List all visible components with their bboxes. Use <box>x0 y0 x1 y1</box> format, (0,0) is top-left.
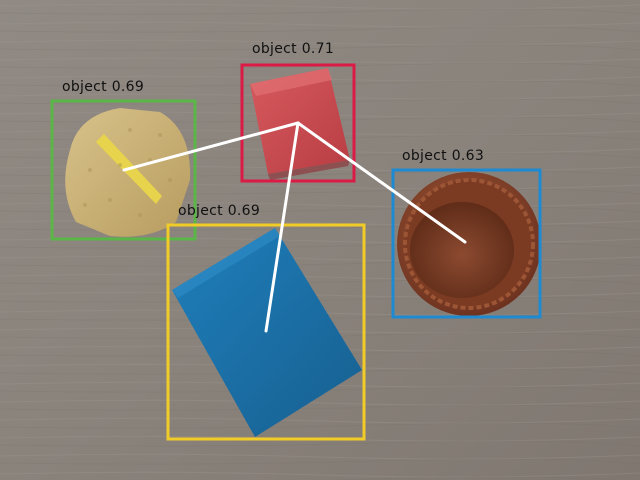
bounding-box-sponge <box>50 99 197 241</box>
bounding-box-red-cube <box>240 63 356 183</box>
brown-cup <box>397 172 541 316</box>
bounding-box-cup <box>391 168 542 319</box>
connector-line-cup <box>296 121 467 244</box>
yellow-sponge <box>65 108 191 237</box>
detection-label-blue-block: object 0.69 <box>178 203 261 219</box>
detection-label-sponge: object 0.69 <box>62 79 145 95</box>
bounding-box-blue-block <box>166 223 366 441</box>
blue-block <box>172 228 362 437</box>
connector-line-blue-block <box>264 121 300 333</box>
connector-line-sponge <box>122 121 300 172</box>
connector-lines <box>122 121 467 333</box>
detection-label-red-cube: object 0.71 <box>252 41 335 57</box>
detection-label-cup: object 0.63 <box>402 148 485 164</box>
red-cube <box>250 68 350 180</box>
